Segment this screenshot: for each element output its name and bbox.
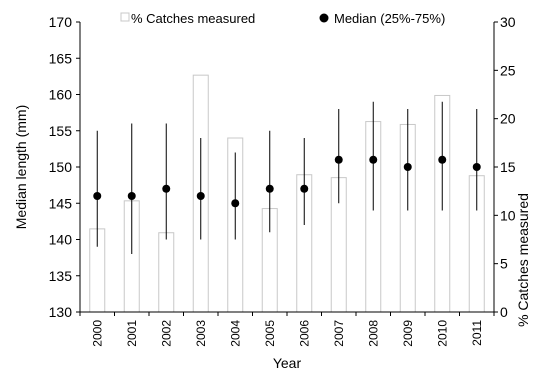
legend-bar-label: % Catches measured <box>131 11 255 26</box>
x-tick-label: 2011 <box>470 320 484 346</box>
legend-median-swatch <box>319 13 329 23</box>
left-tick-label: 145 <box>49 195 73 211</box>
right-tick-label: 15 <box>500 159 516 175</box>
y2-axis-title: % Catches measured <box>515 193 531 327</box>
x-axis-title: Year <box>273 355 302 371</box>
x-tick-label: 2003 <box>194 320 208 347</box>
x-tick-label: 2010 <box>435 320 449 347</box>
x-tick-label: 2008 <box>366 320 380 347</box>
median-point-2002 <box>162 184 171 193</box>
left-tick-label: 170 <box>49 14 73 30</box>
legend-median-label: Median (25%-75%) <box>334 11 445 26</box>
median-point-2011 <box>472 163 481 171</box>
median-point-2010 <box>438 155 447 164</box>
axes-layer <box>79 22 495 313</box>
x-tick-label: 2002 <box>159 320 173 347</box>
right-tick-label: 25 <box>500 62 516 78</box>
median-point-2005 <box>265 184 274 193</box>
median-point-2003 <box>196 192 205 200</box>
x-tick-label: 2001 <box>125 320 139 347</box>
median-point-2000 <box>93 192 102 200</box>
x-tick-label: 2006 <box>297 320 311 347</box>
bar-2002 <box>158 232 175 313</box>
bars-layer <box>89 74 485 313</box>
right-tick-label: 10 <box>500 207 516 223</box>
legend-bar-swatch <box>120 12 130 22</box>
left-tick-label: 160 <box>49 87 73 103</box>
x-tick-label: 2009 <box>401 320 415 347</box>
right-tick-label: 30 <box>500 14 516 30</box>
y-axis-title: Median length (mm) <box>13 105 29 230</box>
left-tick-label: 140 <box>49 232 73 248</box>
x-tick-label: 2004 <box>228 320 242 347</box>
median-point-2001 <box>127 192 136 200</box>
legend: % Catches measured Median (25%-75%) <box>120 11 445 26</box>
x-tick-label: 2007 <box>332 320 346 347</box>
right-ticks: 0 5 10 15 20 25 30 <box>494 14 516 320</box>
median-point-2008 <box>369 155 378 164</box>
x-tick-label: 2000 <box>90 320 104 347</box>
medians-layer <box>93 101 481 254</box>
x-tick-label: 2005 <box>263 320 277 347</box>
right-tick-label: 20 <box>500 111 516 127</box>
left-tick-label: 150 <box>49 159 73 175</box>
median-point-2006 <box>300 184 309 193</box>
left-tick-label: 135 <box>49 268 73 284</box>
left-ticks: 130 135 140 145 150 155 160 165 170 <box>49 14 80 320</box>
median-point-2007 <box>334 155 343 164</box>
median-point-2004 <box>231 199 240 208</box>
right-tick-label: 0 <box>500 304 508 320</box>
left-tick-label: 155 <box>49 123 73 139</box>
median-point-2009 <box>403 163 412 171</box>
right-tick-label: 5 <box>500 256 508 272</box>
left-tick-label: 130 <box>49 304 73 320</box>
left-tick-label: 165 <box>49 50 73 66</box>
x-ticks: 2000 2001 2002 2003 2004 2005 2006 2007 2008 2009… <box>79 312 495 347</box>
